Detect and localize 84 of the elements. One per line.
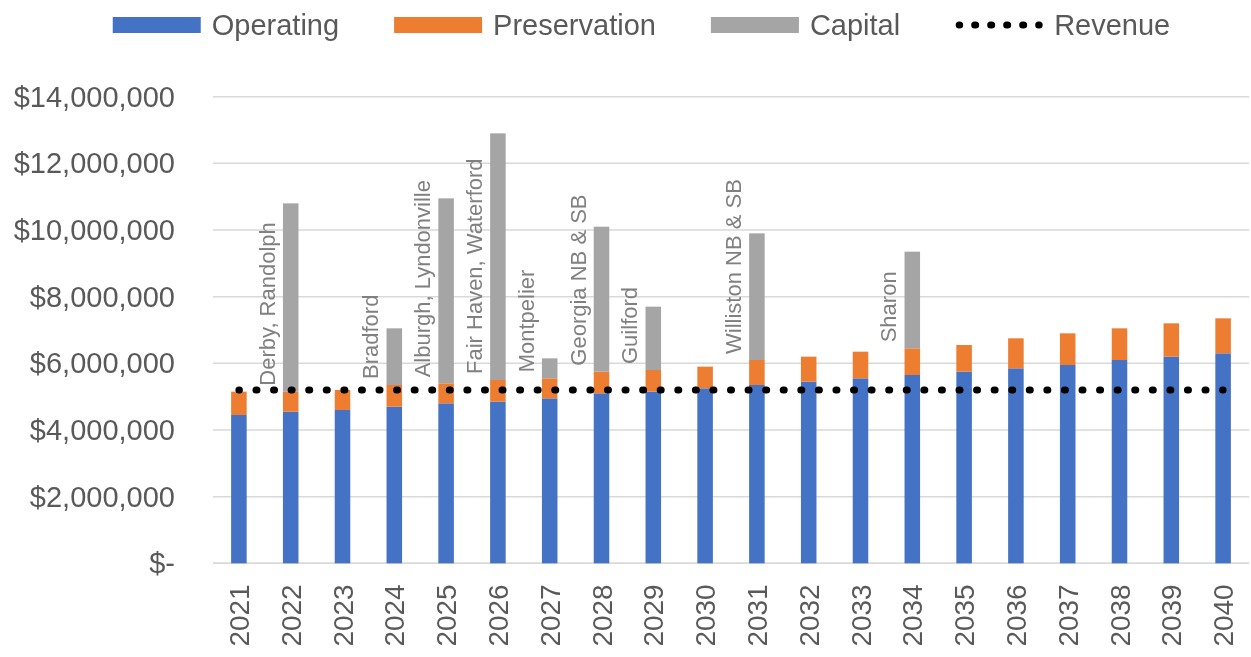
bar [800, 381, 817, 564]
x-tick-label: 2038 [1104, 584, 1135, 647]
bar [1008, 368, 1024, 564]
bar [282, 391, 299, 412]
bar [593, 393, 610, 564]
legend-label: Operating [211, 9, 340, 41]
bar [1008, 338, 1024, 369]
y-tick-label: $- [149, 547, 175, 580]
bar [697, 388, 713, 564]
bar [438, 403, 454, 564]
bar [800, 356, 817, 382]
bar [1163, 356, 1180, 564]
x-tick-label: 2023 [327, 584, 358, 647]
y-tick-label: $12,000,000 [13, 147, 175, 180]
bar [1215, 318, 1231, 354]
bar [1059, 333, 1076, 365]
x-tick-label: 2025 [430, 584, 462, 647]
y-tick-label: $6,000,000 [29, 347, 175, 380]
bar [645, 306, 662, 370]
x-tick-label: 2033 [845, 584, 876, 647]
bar [904, 374, 921, 564]
x-tick-label: 2021 [223, 584, 255, 647]
y-tick-label: $10,000,000 [13, 214, 175, 247]
bar [904, 348, 921, 375]
bar [282, 411, 299, 564]
x-tick-label: 2029 [637, 584, 669, 647]
x-tick-label: 2031 [741, 584, 773, 647]
bar [438, 198, 454, 384]
bar [1111, 328, 1128, 360]
x-tick-label: 2027 [534, 584, 566, 647]
bar [749, 233, 765, 360]
bar [1111, 360, 1128, 564]
bar [749, 360, 765, 385]
bar [697, 366, 713, 389]
x-tick-label: 2024 [378, 584, 410, 647]
bar [593, 226, 610, 372]
bar [904, 251, 921, 349]
x-tick-label: 2040 [1207, 584, 1239, 647]
legend-label: Capital [809, 9, 901, 41]
annotation: Williston NB & SB [720, 179, 746, 354]
bar [645, 369, 662, 392]
bar [852, 351, 869, 379]
x-tick-label: 2036 [1000, 584, 1032, 647]
x-tick-label: 2035 [948, 584, 980, 647]
annotation: Montpelier [513, 269, 539, 373]
bar [956, 371, 972, 564]
annotation: Alburgh, Lyndonville [409, 180, 435, 378]
bar [386, 328, 403, 385]
bar [852, 378, 869, 564]
x-tick-label: 2028 [586, 584, 617, 647]
annotation: Georgia NB & SB [565, 194, 591, 366]
bar [386, 406, 403, 564]
x-tick-label: 2026 [482, 584, 514, 647]
bar [490, 133, 506, 380]
legend-label: Preservation [493, 9, 656, 41]
bar [1059, 365, 1076, 564]
bar [334, 409, 351, 564]
annotation: Sharon [875, 271, 901, 343]
bar [541, 398, 558, 564]
bar [1215, 353, 1231, 564]
annotation: Bradford [357, 294, 383, 379]
y-tick-label: $2,000,000 [29, 480, 175, 513]
bar [490, 401, 506, 564]
x-tick-label: 2030 [689, 584, 721, 647]
x-tick-label: 2039 [1155, 584, 1187, 647]
annotation: Fair Haven, Waterford [461, 158, 487, 374]
bar [749, 384, 765, 564]
bar [231, 391, 247, 415]
annotation: Guilford [616, 286, 642, 364]
y-tick-label: $4,000,000 [29, 413, 175, 446]
y-tick-label: $14,000,000 [13, 80, 175, 113]
bar [282, 203, 299, 392]
x-tick-label: 2032 [793, 584, 825, 647]
bar [956, 345, 972, 372]
x-tick-label: 2037 [1052, 584, 1084, 647]
x-tick-label: 2034 [896, 584, 928, 647]
bar [1163, 323, 1180, 357]
legend-label: Revenue [1054, 9, 1171, 41]
bar [645, 391, 662, 564]
annotation: Derby, Randolph [254, 222, 280, 386]
x-tick-label: 2022 [275, 584, 307, 647]
bar [231, 414, 247, 564]
bar [541, 358, 558, 379]
y-tick-label: $8,000,000 [29, 280, 175, 313]
